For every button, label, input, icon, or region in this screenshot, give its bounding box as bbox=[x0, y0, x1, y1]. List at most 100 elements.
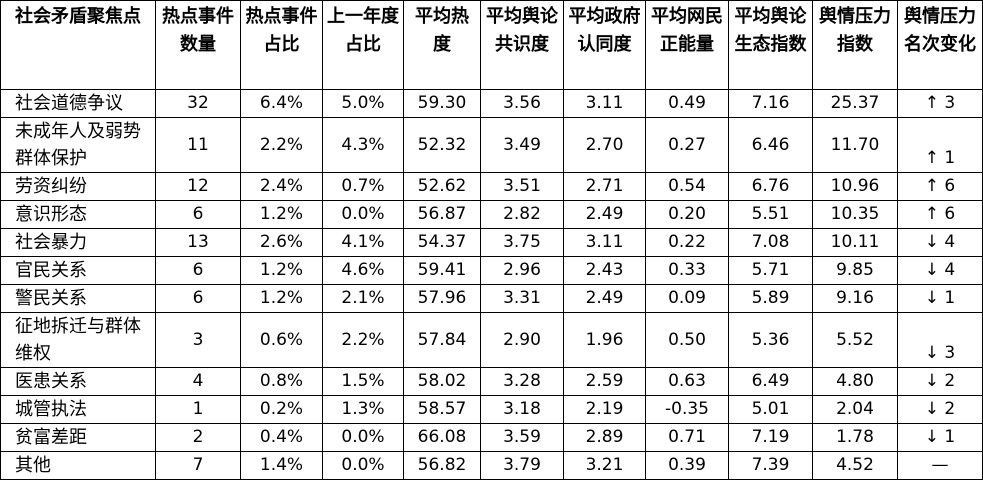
column-header: 热点事件数量 bbox=[155, 0, 241, 90]
column-header: 热点事件占比 bbox=[240, 0, 323, 90]
table-cell: 0.8% bbox=[240, 367, 323, 396]
table-cell: 3.21 bbox=[563, 451, 646, 480]
table-row: 警民关系 6 1.2% 2.1% 57.96 3.31 2.49 0.09 5.89 9.16 ↓ … bbox=[0, 284, 983, 313]
table-cell: 2.49 bbox=[563, 200, 646, 229]
row-label: 警民关系 bbox=[0, 284, 156, 313]
table-cell: 2.70 bbox=[563, 117, 646, 173]
table-cell: 1.96 bbox=[563, 312, 646, 368]
table-cell: 57.84 bbox=[403, 312, 481, 368]
table-cell: 1.2% bbox=[240, 200, 323, 229]
table-row: 社会道德争议 32 6.4% 5.0% 59.30 3.56 3.11 0.49 7.16 25.… bbox=[0, 89, 983, 118]
table-cell: 11 bbox=[155, 117, 241, 173]
table-cell: 5.0% bbox=[322, 89, 404, 118]
table-cell: 5.36 bbox=[728, 312, 813, 368]
table-cell: 0.0% bbox=[322, 451, 404, 480]
table-cell: ↓ 4 bbox=[897, 256, 983, 285]
table-cell: 6.46 bbox=[728, 117, 813, 173]
table-cell: 3.56 bbox=[480, 89, 564, 118]
column-header: 上一年度占比 bbox=[322, 0, 404, 90]
table-cell: 7.08 bbox=[728, 228, 813, 257]
table-cell: 0.50 bbox=[645, 312, 729, 368]
table-cell: 2.71 bbox=[563, 172, 646, 201]
table-cell: ↑ 6 bbox=[897, 172, 983, 201]
table-cell: 2.43 bbox=[563, 256, 646, 285]
row-label: 官民关系 bbox=[0, 256, 156, 285]
table-cell: 10.35 bbox=[812, 200, 898, 229]
row-label: 其他 bbox=[0, 451, 156, 480]
table-cell: 4.6% bbox=[322, 256, 404, 285]
table-cell: 10.11 bbox=[812, 228, 898, 257]
table-cell: 2.1% bbox=[322, 284, 404, 313]
table-cell: 4.80 bbox=[812, 367, 898, 396]
table-cell: 10.96 bbox=[812, 172, 898, 201]
column-header: 平均热度 bbox=[403, 0, 481, 90]
column-header: 平均政府认同度 bbox=[563, 0, 646, 90]
table-cell: 3.79 bbox=[480, 451, 564, 480]
row-label: 意识形态 bbox=[0, 200, 156, 229]
table-cell: — bbox=[897, 451, 983, 480]
table-cell: 1.2% bbox=[240, 284, 323, 313]
table-cell: 0.49 bbox=[645, 89, 729, 118]
table-cell: 0.7% bbox=[322, 172, 404, 201]
table-cell: ↓ 3 bbox=[897, 312, 983, 368]
table-cell: 5.52 bbox=[812, 312, 898, 368]
table-cell: 13 bbox=[155, 228, 241, 257]
column-header: 舆情压力指数 bbox=[812, 0, 898, 90]
table-cell: 0.20 bbox=[645, 200, 729, 229]
table-cell: 2.90 bbox=[480, 312, 564, 368]
table-cell: 56.82 bbox=[403, 451, 481, 480]
table-cell: 2.89 bbox=[563, 423, 646, 452]
table-row: 官民关系 6 1.2% 4.6% 59.41 2.96 2.43 0.33 5.71 9.85 ↓ … bbox=[0, 256, 983, 285]
table-cell: 5.51 bbox=[728, 200, 813, 229]
table-cell: ↓ 4 bbox=[897, 228, 983, 257]
table-cell: 0.0% bbox=[322, 423, 404, 452]
table-cell: 4.3% bbox=[322, 117, 404, 173]
table-row: 征地拆迁与群体维权 3 0.6% 2.2% 57.84 2.90 1.96 0.50 5.36 5… bbox=[0, 312, 983, 368]
table-cell: 0.0% bbox=[322, 200, 404, 229]
table-cell: 2.4% bbox=[240, 172, 323, 201]
row-label: 医患关系 bbox=[0, 367, 156, 396]
column-header: 平均舆论共识度 bbox=[480, 0, 564, 90]
table-cell: ↑ 1 bbox=[897, 117, 983, 173]
table-cell: 0.54 bbox=[645, 172, 729, 201]
table-cell: 7 bbox=[155, 451, 241, 480]
table-cell: ↓ 1 bbox=[897, 284, 983, 313]
table-cell: 4 bbox=[155, 367, 241, 396]
table-cell: 0.27 bbox=[645, 117, 729, 173]
table-cell: 2.2% bbox=[240, 117, 323, 173]
table-cell: ↓ 2 bbox=[897, 395, 983, 424]
column-header: 社会矛盾聚焦点 bbox=[0, 0, 156, 90]
table-cell: 3.51 bbox=[480, 172, 564, 201]
table-row: 意识形态 6 1.2% 0.0% 56.87 2.82 2.49 0.20 5.51 10.35 ↑… bbox=[0, 200, 983, 229]
table-cell: 0.33 bbox=[645, 256, 729, 285]
table-cell: ↓ 2 bbox=[897, 367, 983, 396]
table-cell: 3.28 bbox=[480, 367, 564, 396]
table-cell: 3.59 bbox=[480, 423, 564, 452]
table-cell: 2.59 bbox=[563, 367, 646, 396]
table-cell: 6 bbox=[155, 200, 241, 229]
table-cell: 0.71 bbox=[645, 423, 729, 452]
row-label: 城管执法 bbox=[0, 395, 156, 424]
table-cell: 2.6% bbox=[240, 228, 323, 257]
table-cell: 59.30 bbox=[403, 89, 481, 118]
table-cell: 2.2% bbox=[322, 312, 404, 368]
table-cell: 52.32 bbox=[403, 117, 481, 173]
table-cell: 2.04 bbox=[812, 395, 898, 424]
table-cell: 3.11 bbox=[563, 89, 646, 118]
table-cell: 3.18 bbox=[480, 395, 564, 424]
table-cell: 0.22 bbox=[645, 228, 729, 257]
table-cell: 57.96 bbox=[403, 284, 481, 313]
row-label: 征地拆迁与群体维权 bbox=[0, 312, 156, 368]
table-cell: 1.4% bbox=[240, 451, 323, 480]
row-label: 社会道德争议 bbox=[0, 89, 156, 118]
table-cell: 11.70 bbox=[812, 117, 898, 173]
table-row: 贫富差距 2 0.4% 0.0% 66.08 3.59 2.89 0.71 7.19 1.78 ↓ … bbox=[0, 423, 983, 452]
table-body: 社会道德争议 32 6.4% 5.0% 59.30 3.56 3.11 0.49 7.16 25.… bbox=[0, 89, 983, 480]
table-cell: 0.63 bbox=[645, 367, 729, 396]
table-row: 其他 7 1.4% 0.0% 56.82 3.79 3.21 0.39 7.39 4.52— bbox=[0, 451, 983, 480]
table-cell: 0.6% bbox=[240, 312, 323, 368]
table-cell: 58.02 bbox=[403, 367, 481, 396]
table-cell: 5.01 bbox=[728, 395, 813, 424]
table-cell: 3.75 bbox=[480, 228, 564, 257]
